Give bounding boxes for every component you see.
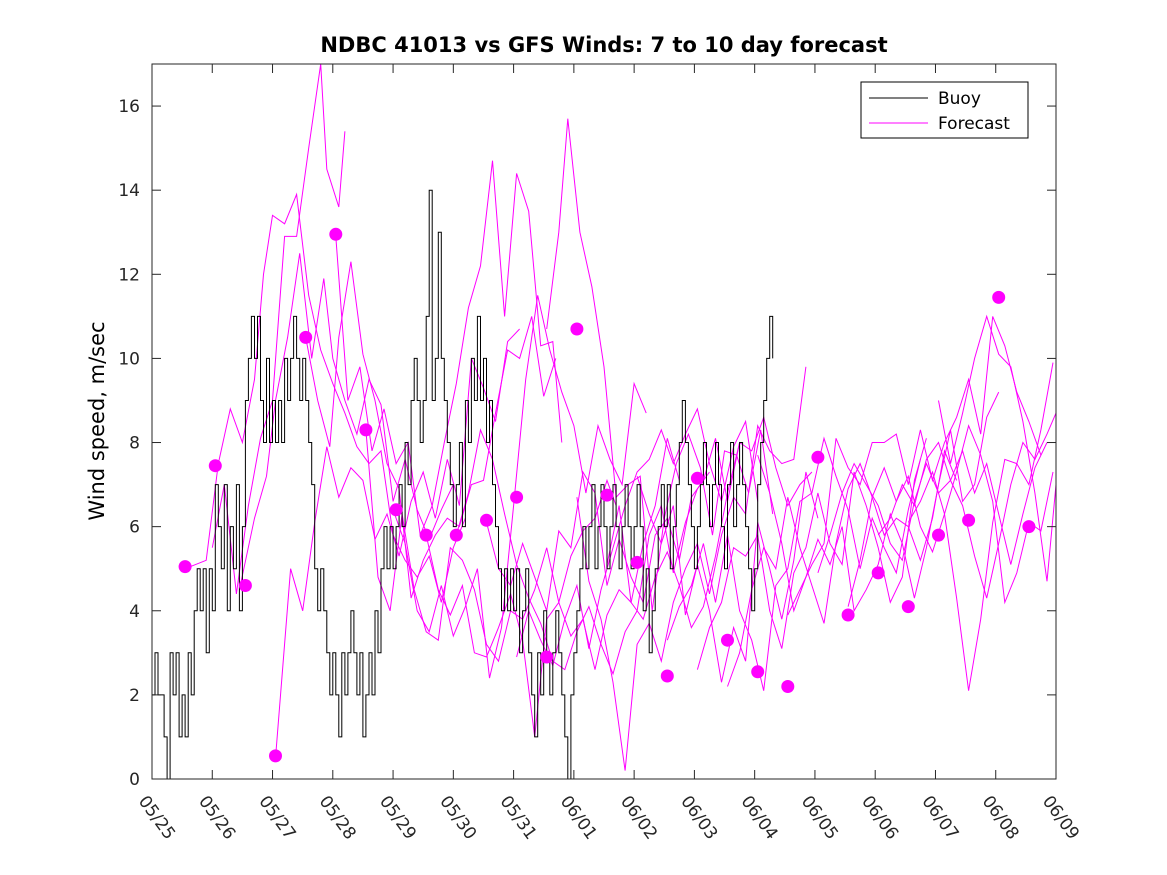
forecast-line-9 <box>425 438 680 737</box>
x-tick-label: 06/06 <box>857 792 902 843</box>
y-tick-label: 12 <box>118 265 140 285</box>
plot-background <box>152 64 1056 779</box>
y-tick-label: 0 <box>129 770 140 790</box>
y-tick-label: 14 <box>118 181 140 201</box>
x-tick-label: 06/08 <box>978 792 1023 843</box>
forecast-marker-3 <box>269 749 282 763</box>
forecast-marker-10 <box>480 513 493 527</box>
legend-label-buoy: Buoy <box>938 89 981 109</box>
legend-box <box>860 81 1029 139</box>
legend-label-forecast: Forecast <box>938 114 1010 134</box>
forecast-marker-7 <box>389 503 403 517</box>
x-tick-label: 05/30 <box>435 792 480 843</box>
forecast-marker-6 <box>359 423 373 437</box>
forecast-line-4 <box>275 328 520 759</box>
forecast-marker-23 <box>871 566 885 580</box>
forecast-marker-0 <box>178 560 192 574</box>
x-tick-label: 05/31 <box>496 792 541 843</box>
x-tick-label: 06/05 <box>797 792 842 843</box>
x-tick-label: 05/28 <box>315 792 360 843</box>
forecast-line-15 <box>606 415 813 629</box>
forecast-marker-16 <box>660 669 674 683</box>
forecast-marker-11 <box>510 490 524 504</box>
forecast-line-2 <box>211 64 346 594</box>
forecast-line-23 <box>847 424 1054 607</box>
legend: Buoy Forecast <box>860 81 1029 139</box>
forecast-line-17 <box>666 436 921 691</box>
forecast-marker-2 <box>238 579 252 592</box>
forecast-line-14 <box>576 366 807 771</box>
forecast-marker-21 <box>811 450 825 464</box>
forecast-marker-18 <box>721 633 734 647</box>
forecast-marker-19 <box>751 665 765 679</box>
y-tick-label: 6 <box>129 518 140 538</box>
forecast-line-19 <box>727 449 958 687</box>
x-tick-label: 06/09 <box>1038 792 1083 843</box>
forecast-line-20 <box>757 391 1000 613</box>
chart-title: NDBC 41013 vs GFS Winds: 7 to 10 day for… <box>320 33 887 57</box>
x-tick-label: 06/07 <box>917 792 962 843</box>
forecast-marker-4 <box>299 330 313 344</box>
forecast-line-7 <box>365 429 617 663</box>
forecast-line-25 <box>907 362 1054 691</box>
forecast-marker-13 <box>570 322 584 336</box>
x-tick-label: 06/03 <box>676 792 721 843</box>
x-tick-label: 06/01 <box>556 792 601 843</box>
forecast-line-6 <box>335 160 563 538</box>
forecast-marker-8 <box>419 528 433 542</box>
forecast-line-18 <box>696 438 927 670</box>
forecast-marker-12 <box>540 650 554 664</box>
forecast-marker-9 <box>449 528 463 542</box>
forecast-marker-5 <box>329 227 343 241</box>
forecast-marker-27 <box>992 290 1006 304</box>
x-tick-label: 06/04 <box>737 792 782 843</box>
x-tick-label: 06/02 <box>616 792 661 843</box>
forecast-marker-28 <box>1022 520 1036 534</box>
y-tick-label: 2 <box>129 686 140 706</box>
plot-area <box>152 64 1056 779</box>
forecast-line-26 <box>938 314 1056 582</box>
y-tick-label: 10 <box>118 349 140 369</box>
forecast-marker-26 <box>962 513 976 527</box>
forecast-line-8 <box>392 295 647 679</box>
forecast-line-11 <box>486 438 741 611</box>
x-tick-label: 05/29 <box>375 792 420 843</box>
y-tick-label: 16 <box>118 97 140 117</box>
forecast-marker-25 <box>932 528 945 542</box>
forecast-line-22 <box>817 442 1048 574</box>
axes-box <box>151 63 1057 780</box>
y-axis-label: Wind speed, m/sec <box>85 321 109 520</box>
x-tick-label: 05/25 <box>134 792 179 843</box>
forecast-line-24 <box>877 412 1056 599</box>
series-group <box>152 64 1056 779</box>
forecast-marker-20 <box>781 680 795 693</box>
forecast-line-21 <box>787 316 1042 616</box>
y-tick-label: 4 <box>129 602 140 622</box>
forecast-marker-1 <box>208 459 222 473</box>
x-tick-label: 05/27 <box>254 792 299 843</box>
forecast-marker-22 <box>841 608 855 622</box>
x-tick-label: 05/26 <box>194 792 239 843</box>
forecast-line-12 <box>516 407 759 667</box>
forecast-marker-24 <box>901 600 915 614</box>
y-tick-label: 8 <box>129 434 140 454</box>
forecast-marker-17 <box>690 471 704 485</box>
buoy-line <box>152 189 774 779</box>
forecast-marker-14 <box>600 488 614 502</box>
forecast-marker-15 <box>630 555 644 569</box>
